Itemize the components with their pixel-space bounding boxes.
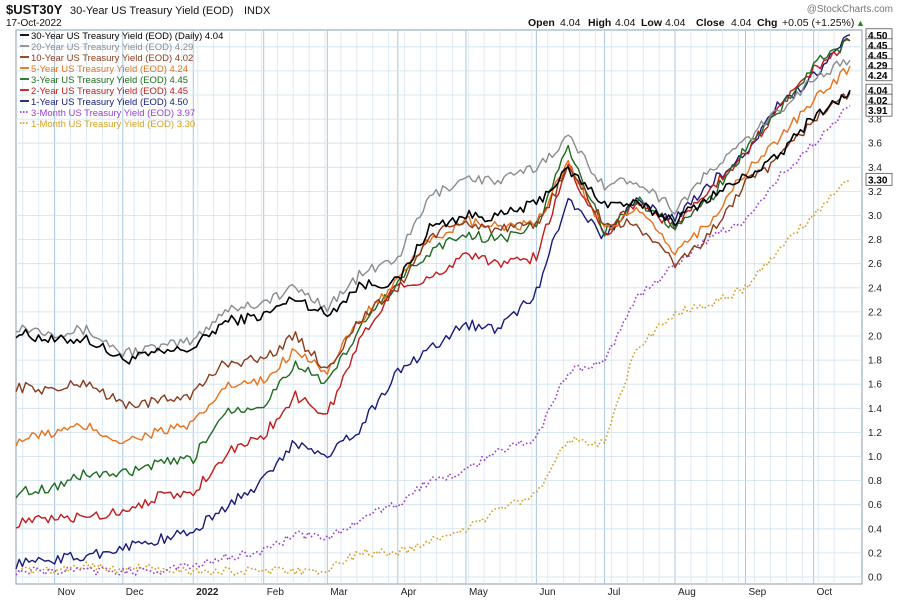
y-tick-label: 2.4: [868, 283, 882, 294]
last-value-tag-label: 3.91: [868, 106, 888, 117]
last-value-tag-label: 4.02: [868, 96, 888, 107]
y-tick-label: 3.0: [868, 211, 882, 222]
y-tick-label: 0.0: [868, 573, 882, 584]
legend-label: 5-Year US Treasury Yield (EOD) 4.24: [31, 64, 188, 75]
low-value: 4.04: [665, 17, 686, 29]
legend-label: 10-Year US Treasury Yield (EOD) 4.02: [31, 53, 193, 64]
legend-label: 3-Month US Treasury Yield (EOD) 3.97: [31, 108, 195, 119]
y-tick-label: 3.8: [868, 115, 882, 126]
y-tick-label: 2.0: [868, 332, 882, 343]
legend-label: 1-Year US Treasury Yield (EOD) 4.50: [31, 97, 188, 108]
x-tick-label: 2022: [196, 587, 219, 598]
exchange-label: INDX: [244, 5, 271, 17]
last-value-tag-label: 4.50: [868, 31, 888, 42]
series-line: [15, 59, 851, 358]
x-tick-label: Dec: [126, 587, 144, 598]
axes: Nov Dec 2022 Feb Mar Apr May Jun Jul Aug Sep Oct 0.0…: [58, 42, 883, 598]
series-line: [15, 178, 851, 576]
symbol-label: $UST30Y: [6, 2, 63, 17]
legend-label: 20-Year US Treasury Yield (EOD) 4.29: [31, 42, 193, 53]
watermark: @StockCharts.com: [807, 4, 893, 15]
series-line: [15, 92, 851, 410]
y-tick-label: 2.2: [868, 307, 882, 318]
y-tick-label: 1.2: [868, 428, 882, 439]
series-line: [15, 89, 851, 365]
y-tick-label: 0.4: [868, 524, 882, 535]
last-value-tag-label: 4.29: [868, 61, 888, 72]
legend-label: 2-Year US Treasury Yield (EOD) 4.45: [31, 86, 188, 97]
last-value-tag: [865, 68, 893, 82]
x-tick-label: Jun: [539, 587, 555, 598]
plot-frame: [15, 29, 863, 585]
x-tick-label: Aug: [678, 587, 696, 598]
x-tick-label: Sep: [748, 587, 766, 598]
close-value: 4.04: [731, 17, 752, 29]
y-tick-label: 0.8: [868, 476, 882, 487]
last-value-tag: [865, 172, 893, 186]
grid: [15, 29, 863, 585]
legend-label: 1-Month US Treasury Yield (EOD) 3.30: [31, 119, 195, 130]
y-tick-label: 1.8: [868, 356, 882, 367]
last-value-tag-label: 4.45: [868, 51, 888, 62]
close-label: Close: [696, 17, 725, 29]
symbol-name: 30-Year US Treasury Yield (EOD): [70, 5, 233, 17]
y-tick-label: 3.6: [868, 139, 882, 150]
last-value-tag-label: 4.24: [868, 71, 888, 82]
y-tick-label: 2.8: [868, 235, 882, 246]
high-label: High: [588, 17, 611, 29]
series-line: [15, 65, 851, 447]
high-value: 4.04: [615, 17, 636, 29]
chg-value: +0.05 (+1.25%): [782, 17, 854, 29]
last-value-tag-label: 3.30: [868, 175, 888, 186]
series-line: [15, 34, 851, 570]
y-tick-label: 1.0: [868, 452, 882, 463]
chg-up-arrow-icon: ▲: [856, 18, 865, 28]
legend-label: 3-Year US Treasury Yield (EOD) 4.45: [31, 75, 188, 86]
last-value-tag-label: 4.45: [868, 41, 888, 52]
x-tick-label: Oct: [817, 587, 833, 598]
low-label: Low: [641, 17, 663, 29]
x-tick-label: Apr: [401, 587, 417, 598]
y-tick-label: 3.4: [868, 163, 882, 174]
y-tick-label: 0.2: [868, 548, 882, 559]
legend: 30-Year US Treasury Yield (EOD) (Daily) …: [20, 31, 223, 130]
chg-label: Chg: [757, 17, 777, 29]
last-value-tags: 4.504.454.454.294.244.044.023.913.30: [865, 28, 893, 186]
open-label: Open: [528, 17, 555, 29]
y-tick-label: 1.4: [868, 404, 882, 415]
chart-date: 17-Oct-2022: [6, 18, 62, 29]
x-tick-label: Feb: [267, 587, 285, 598]
x-tick-label: Mar: [330, 587, 348, 598]
series-line: [15, 38, 851, 529]
x-tick-label: May: [469, 587, 488, 598]
x-tick-label: Jul: [608, 587, 621, 598]
series-lines: [15, 34, 851, 576]
y-tick-label: 1.6: [868, 380, 882, 391]
series-line: [15, 105, 851, 576]
legend-label: 30-Year US Treasury Yield (EOD) (Daily) …: [31, 31, 223, 42]
series-line: [15, 37, 851, 499]
x-tick-label: Nov: [58, 587, 76, 598]
last-value-tag: [865, 103, 893, 117]
ohlc-readout: Open 4.04 High 4.04 Low 4.04 Close 4.04 …: [528, 17, 865, 29]
y-tick-label: 2.6: [868, 259, 882, 270]
y-tick-label: 3.2: [868, 187, 882, 198]
y-tick-label: 0.6: [868, 500, 882, 511]
last-value-tag-label: 4.04: [868, 86, 888, 97]
open-value: 4.04: [560, 17, 581, 29]
